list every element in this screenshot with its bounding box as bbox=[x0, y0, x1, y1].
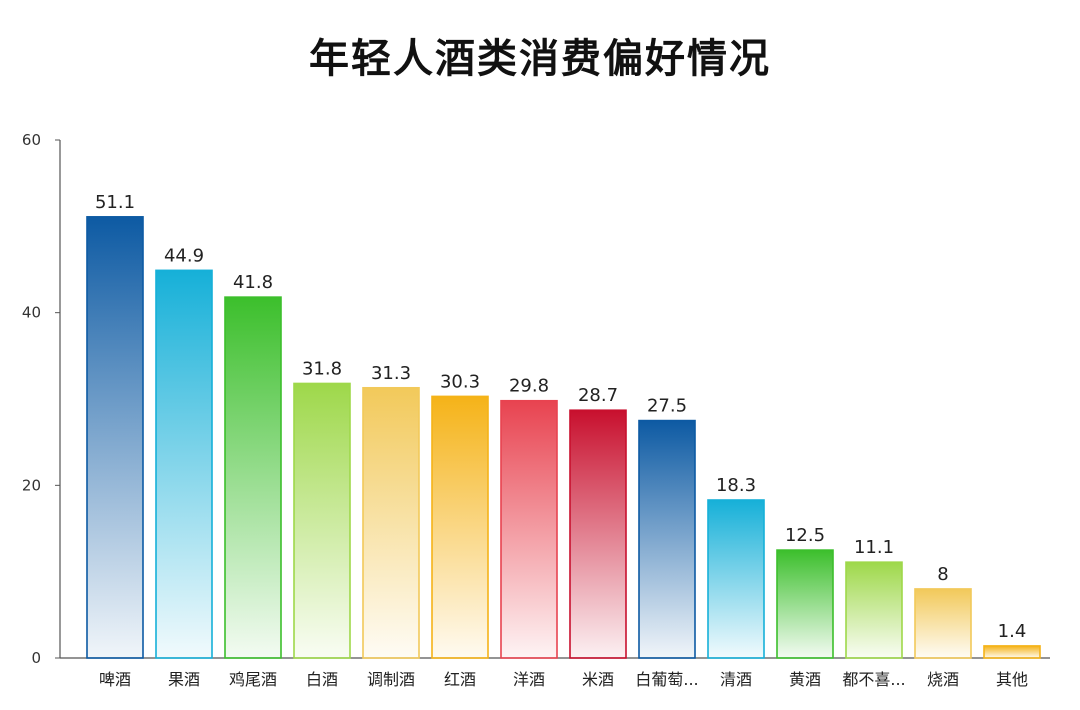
category-label: 果酒 bbox=[168, 670, 200, 689]
bar bbox=[224, 296, 282, 659]
category-label: 洋酒 bbox=[513, 670, 545, 689]
bar bbox=[362, 386, 420, 659]
bar bbox=[914, 588, 972, 659]
data-label: 41.8 bbox=[233, 272, 273, 293]
category-label: 白葡萄... bbox=[635, 670, 698, 689]
category-label: 都不喜... bbox=[842, 670, 905, 689]
category-label: 白酒 bbox=[306, 670, 338, 689]
category-label: 黄酒 bbox=[789, 670, 821, 689]
data-label: 11.1 bbox=[854, 537, 894, 558]
data-label: 12.5 bbox=[785, 525, 825, 546]
y-tick-label: 40 bbox=[22, 304, 41, 322]
bar bbox=[707, 499, 765, 659]
y-tick-label: 20 bbox=[22, 476, 41, 494]
bar bbox=[431, 395, 489, 659]
bar bbox=[845, 561, 903, 659]
bar bbox=[293, 382, 351, 659]
category-label: 调制酒 bbox=[367, 670, 415, 689]
data-label: 31.8 bbox=[302, 358, 342, 379]
data-label: 29.8 bbox=[509, 376, 549, 397]
bar bbox=[500, 399, 558, 659]
category-label: 清酒 bbox=[720, 670, 752, 689]
bar bbox=[983, 645, 1041, 659]
category-label: 其他 bbox=[996, 670, 1028, 689]
data-label: 1.4 bbox=[998, 621, 1027, 642]
data-label: 27.5 bbox=[647, 396, 687, 417]
category-label: 烧酒 bbox=[927, 670, 959, 689]
bar bbox=[569, 409, 627, 659]
data-label: 28.7 bbox=[578, 385, 618, 406]
data-label: 8 bbox=[937, 564, 948, 585]
y-tick-label: 60 bbox=[22, 131, 41, 149]
bar bbox=[155, 269, 213, 659]
data-label: 51.1 bbox=[95, 192, 135, 213]
data-label: 44.9 bbox=[164, 245, 204, 266]
data-label: 31.3 bbox=[371, 363, 411, 384]
category-label: 红酒 bbox=[444, 670, 476, 689]
bar bbox=[638, 419, 696, 659]
data-label: 30.3 bbox=[440, 371, 480, 392]
chart-title: 年轻人酒类消费偏好情况 bbox=[309, 36, 771, 82]
data-label: 18.3 bbox=[716, 475, 756, 496]
category-label: 啤酒 bbox=[99, 670, 131, 689]
bar bbox=[776, 549, 834, 659]
bar bbox=[86, 216, 144, 659]
y-tick-label: 0 bbox=[31, 649, 41, 667]
category-label: 鸡尾酒 bbox=[229, 670, 277, 689]
category-label: 米酒 bbox=[582, 670, 614, 689]
